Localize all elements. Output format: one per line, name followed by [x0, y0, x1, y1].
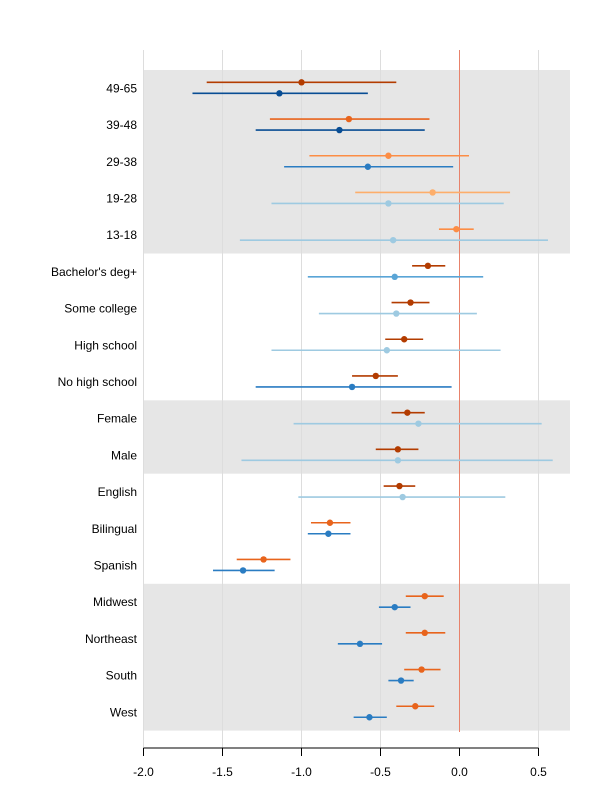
point-blue-17 — [366, 714, 373, 721]
category-label-7: High school — [74, 338, 137, 352]
category-label-15: Northeast — [85, 632, 138, 646]
group-bands — [144, 70, 570, 731]
x-tick-label-3: -0.5 — [370, 765, 391, 779]
point-orange-2 — [385, 152, 392, 159]
category-label-9: Female — [97, 412, 137, 426]
category-labels: 49-65 39-48 29-38 19-28 13-18 Bachelor's deg+… — [51, 81, 138, 719]
point-orange-15 — [421, 629, 428, 637]
point-orange-3 — [429, 189, 436, 196]
point-orange-16 — [418, 666, 425, 673]
point-blue-1 — [336, 126, 343, 134]
point-blue-8 — [348, 383, 356, 391]
point-blue-15 — [356, 640, 364, 648]
point-orange-0 — [298, 79, 305, 86]
category-label-14: Midwest — [93, 595, 138, 609]
point-blue-7 — [383, 347, 391, 354]
point-blue-11 — [399, 493, 406, 501]
point-orange-13 — [260, 556, 267, 563]
point-orange-7 — [401, 336, 408, 343]
point-orange-14 — [421, 592, 428, 600]
category-label-1: 39-48 — [106, 118, 137, 132]
category-label-11: English — [98, 485, 137, 499]
point-blue-3 — [385, 200, 392, 207]
point-blue-2 — [364, 163, 372, 170]
category-label-8: No high school — [58, 375, 137, 389]
category-label-12: Bilingual — [92, 522, 137, 536]
category-label-6: Some college — [64, 302, 137, 316]
category-label-0: 49-65 — [106, 81, 137, 95]
category-label-13: Spanish — [94, 558, 137, 572]
point-orange-9 — [404, 409, 411, 416]
x-tick-label-1: -1.5 — [212, 765, 233, 779]
point-blue-10 — [394, 457, 402, 464]
x-tick-label-2: -1.0 — [291, 765, 312, 779]
shaded-band-4 — [144, 583, 570, 731]
point-orange-6 — [407, 299, 414, 306]
category-label-5: Bachelor's deg+ — [51, 265, 137, 279]
point-blue-14 — [391, 603, 398, 611]
category-label-17: West — [110, 705, 138, 719]
shaded-band-2 — [144, 400, 570, 474]
point-orange-11 — [396, 482, 403, 490]
category-label-16: South — [106, 669, 137, 683]
category-label-10: Male — [111, 448, 137, 462]
category-label-3: 19-28 — [106, 191, 137, 205]
point-orange-1 — [345, 115, 353, 123]
point-blue-5 — [391, 273, 398, 281]
point-orange-8 — [372, 372, 379, 380]
interval-marks — [192, 79, 553, 721]
point-orange-10 — [394, 446, 402, 453]
point-orange-5 — [424, 262, 432, 270]
x-tick-label-0: -2.0 — [133, 765, 154, 779]
point-blue-9 — [415, 420, 422, 427]
category-label-4: 13-18 — [106, 228, 137, 242]
x-axis: -2.0 -1.5 -1.0 -0.5 0.0 0.5 — [133, 747, 547, 779]
point-orange-12 — [326, 519, 334, 526]
x-tick-label-4: 0.0 — [451, 765, 468, 779]
point-blue-16 — [397, 677, 405, 684]
point-blue-6 — [393, 310, 400, 317]
point-blue-4 — [389, 236, 397, 244]
point-orange-17 — [412, 703, 419, 710]
category-label-2: 29-38 — [106, 155, 137, 169]
point-blue-12 — [325, 530, 332, 537]
shaded-band-0 — [144, 70, 570, 254]
point-blue-13 — [239, 567, 247, 574]
point-orange-4 — [453, 225, 460, 233]
x-tick-label-5: 0.5 — [530, 765, 547, 779]
point-blue-0 — [276, 90, 283, 97]
